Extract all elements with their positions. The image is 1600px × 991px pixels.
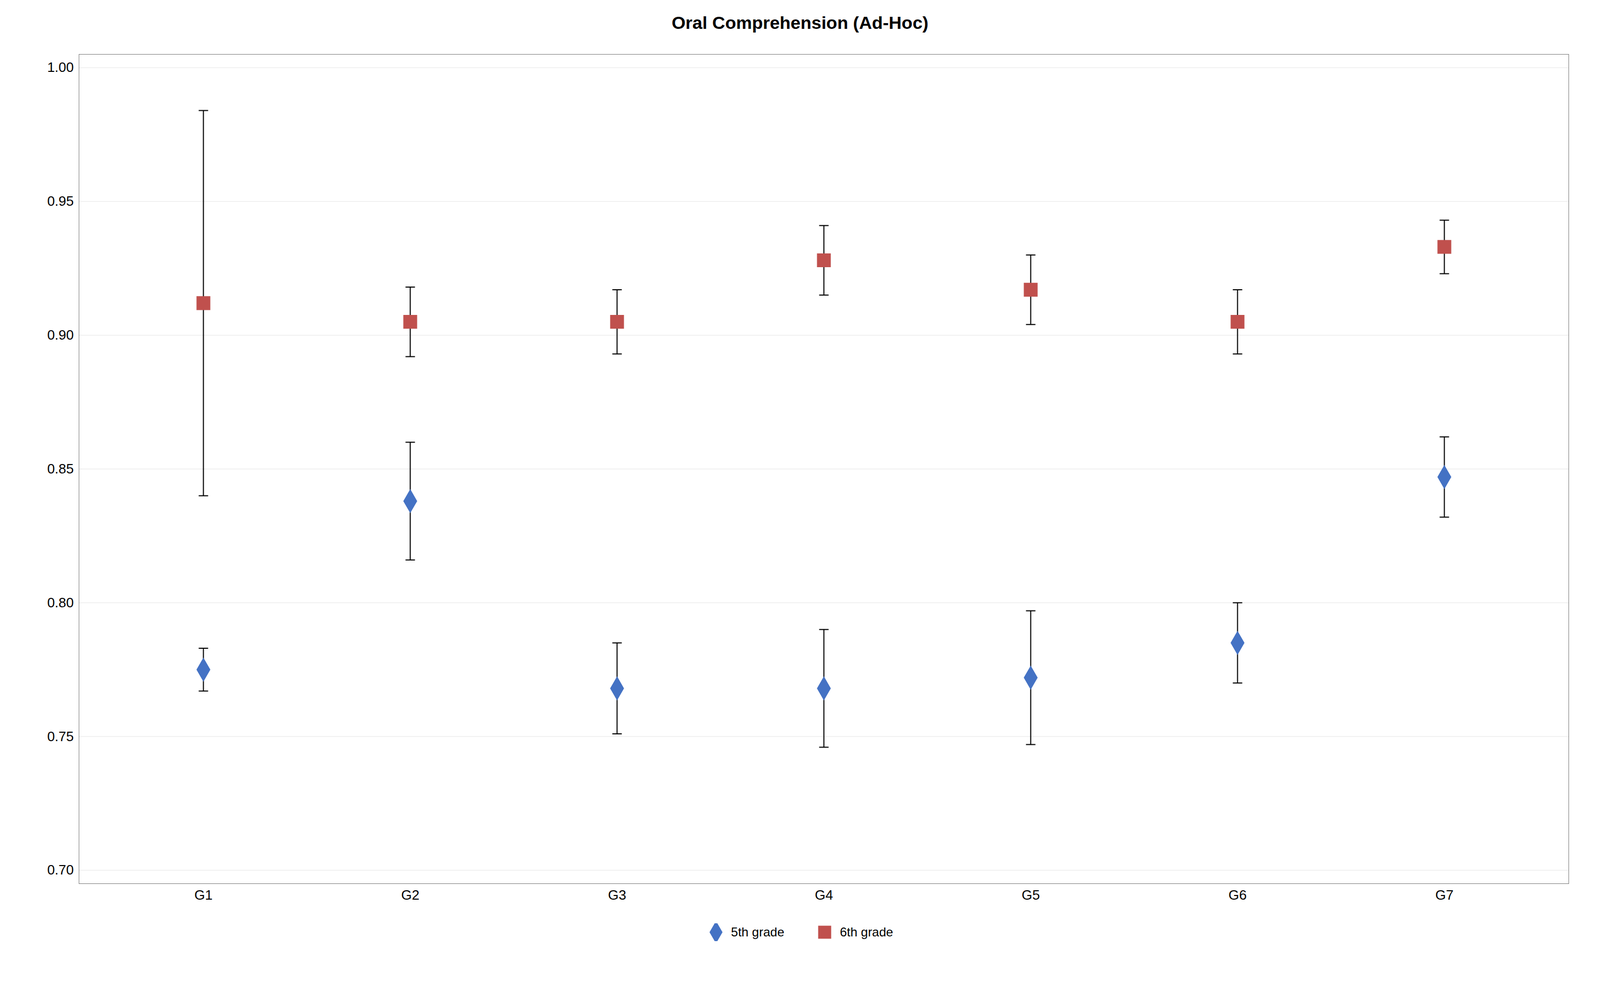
svg-text:0.75: 0.75 [47,728,75,744]
svg-text:0.95: 0.95 [47,193,75,209]
svg-text:0.85: 0.85 [47,460,75,477]
svg-text:1.00: 1.00 [47,59,75,76]
svg-text:G1: G1 [194,887,213,903]
svg-text:0.80: 0.80 [47,594,75,611]
svg-text:G4: G4 [814,887,834,903]
svg-text:0.70: 0.70 [47,861,75,878]
svg-text:G2: G2 [401,887,420,903]
svg-text:G6: G6 [1228,887,1247,903]
svg-text:0.90: 0.90 [47,327,75,343]
html-text:Oral Comprehension (Ad-Hoc): Oral Comprehension (Ad-Hoc) [671,12,929,33]
html-text:5th grade: 5th grade [731,924,785,940]
svg-text:G3: G3 [607,887,627,903]
svg-text:G5: G5 [1021,887,1040,903]
svg-text:G7: G7 [1435,887,1454,903]
html-text:6th grade: 6th grade [839,924,894,940]
